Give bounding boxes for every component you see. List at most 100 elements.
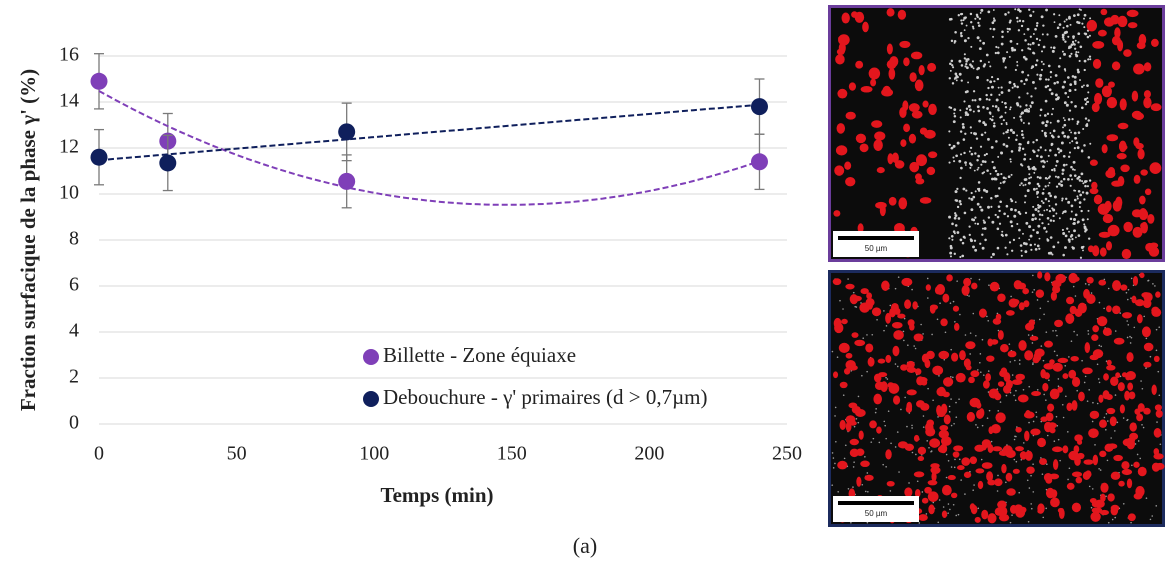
fine-particle (1020, 119, 1023, 122)
fine-particle (1057, 241, 1060, 244)
fine-particle (911, 451, 914, 454)
gamma-prime-particle (925, 422, 934, 433)
fine-particle (948, 77, 951, 80)
fine-particle (1075, 236, 1077, 239)
x-tick-label: 100 (359, 443, 389, 465)
fine-particle (998, 222, 1002, 225)
fine-particle (987, 370, 990, 372)
fine-particle (964, 334, 967, 336)
fine-particle (1062, 232, 1066, 235)
fine-particle (1011, 514, 1013, 516)
fine-particle (1098, 344, 1101, 347)
fine-particle (953, 114, 957, 118)
gamma-prime-particle (1035, 289, 1045, 298)
fine-particle (986, 79, 989, 82)
gamma-prime-particle (876, 426, 882, 434)
gamma-prime-particle (1121, 248, 1132, 260)
fine-particle (1024, 183, 1027, 186)
gamma-prime-particle (843, 368, 851, 375)
gamma-prime-particle (1049, 388, 1060, 400)
fine-particle (1142, 426, 1145, 429)
fine-particle (921, 491, 924, 493)
fine-particle (959, 116, 962, 119)
fine-particle (985, 98, 989, 101)
fine-particle (1100, 345, 1103, 348)
fine-particle (1141, 387, 1144, 390)
gamma-prime-particle (1117, 39, 1124, 52)
gamma-prime-particle (1125, 374, 1131, 381)
gamma-prime-particle (1068, 369, 1077, 379)
fine-particle (1084, 375, 1087, 378)
gamma-prime-particle (1006, 488, 1016, 496)
fine-particle (987, 137, 990, 141)
fine-particle (1068, 230, 1070, 233)
fine-particle (948, 215, 951, 219)
gamma-prime-particle (1153, 448, 1160, 456)
gamma-prime-particle (974, 444, 985, 452)
gamma-prime-particle (871, 307, 882, 317)
fine-particle (1034, 87, 1037, 90)
fine-particle (987, 61, 990, 64)
fine-particle (954, 72, 958, 76)
fine-particle (897, 276, 900, 278)
fine-particle (997, 86, 1000, 89)
fine-particle (1033, 171, 1036, 174)
gamma-prime-particle (1115, 372, 1121, 379)
fine-particle (861, 483, 864, 486)
fine-particle (950, 466, 953, 468)
fine-particle (992, 35, 995, 38)
fine-particle (954, 214, 958, 218)
fine-particle (1035, 187, 1038, 190)
gamma-prime-particle (1128, 391, 1136, 400)
fine-particle (1046, 217, 1050, 220)
legend-label: Debouchure - γ' primaires (d > 0,7µm) (383, 385, 708, 409)
gamma-prime-particle (989, 281, 1000, 292)
fine-particle (1096, 402, 1099, 405)
gamma-prime-particle (987, 513, 997, 524)
fine-particle (843, 457, 846, 460)
fine-particle (947, 512, 949, 514)
gamma-prime-particle (985, 373, 992, 382)
fine-particle (1154, 285, 1156, 287)
gamma-prime-particle (1089, 187, 1099, 195)
fine-particle (1053, 440, 1056, 442)
fine-particle (997, 155, 1000, 158)
fine-particle (956, 187, 959, 190)
fine-particle (1028, 421, 1030, 424)
gamma-prime-particle (921, 353, 930, 363)
gamma-prime-particle (1084, 342, 1091, 354)
y-tick-label: 2 (69, 366, 79, 388)
fine-particle (1065, 197, 1068, 201)
fine-particle (1011, 374, 1014, 376)
gamma-prime-particle (891, 321, 903, 329)
fine-particle (832, 467, 835, 469)
fine-particle (1036, 231, 1039, 235)
gamma-prime-particle (997, 506, 1008, 517)
gamma-prime-particle (1025, 324, 1031, 330)
gamma-prime-particle (965, 364, 972, 371)
fine-particle (1023, 201, 1026, 204)
fine-particle (950, 234, 954, 238)
fine-particle (1074, 104, 1077, 108)
fine-particle (911, 427, 913, 429)
gamma-prime-particle (1133, 461, 1140, 468)
gamma-prime-particle (995, 412, 1006, 423)
fine-particle (894, 363, 897, 365)
fine-particle (945, 476, 948, 479)
fine-particle (1079, 256, 1083, 259)
gamma-prime-particle (1114, 27, 1121, 39)
fine-particle (976, 76, 980, 79)
gamma-prime-particle (1098, 231, 1111, 238)
gamma-prime-particle (1132, 275, 1139, 286)
fine-particle (902, 330, 905, 333)
fine-particle (988, 98, 991, 101)
fine-particle (916, 480, 919, 483)
fine-particle (949, 251, 953, 255)
fine-particle (964, 90, 968, 94)
gamma-prime-particle (1131, 90, 1139, 102)
fine-particle (1001, 101, 1004, 104)
fine-particle (969, 166, 972, 169)
gamma-prime-particle (925, 284, 931, 291)
fine-particle (1037, 149, 1040, 152)
gamma-prime-particle (1049, 427, 1056, 434)
